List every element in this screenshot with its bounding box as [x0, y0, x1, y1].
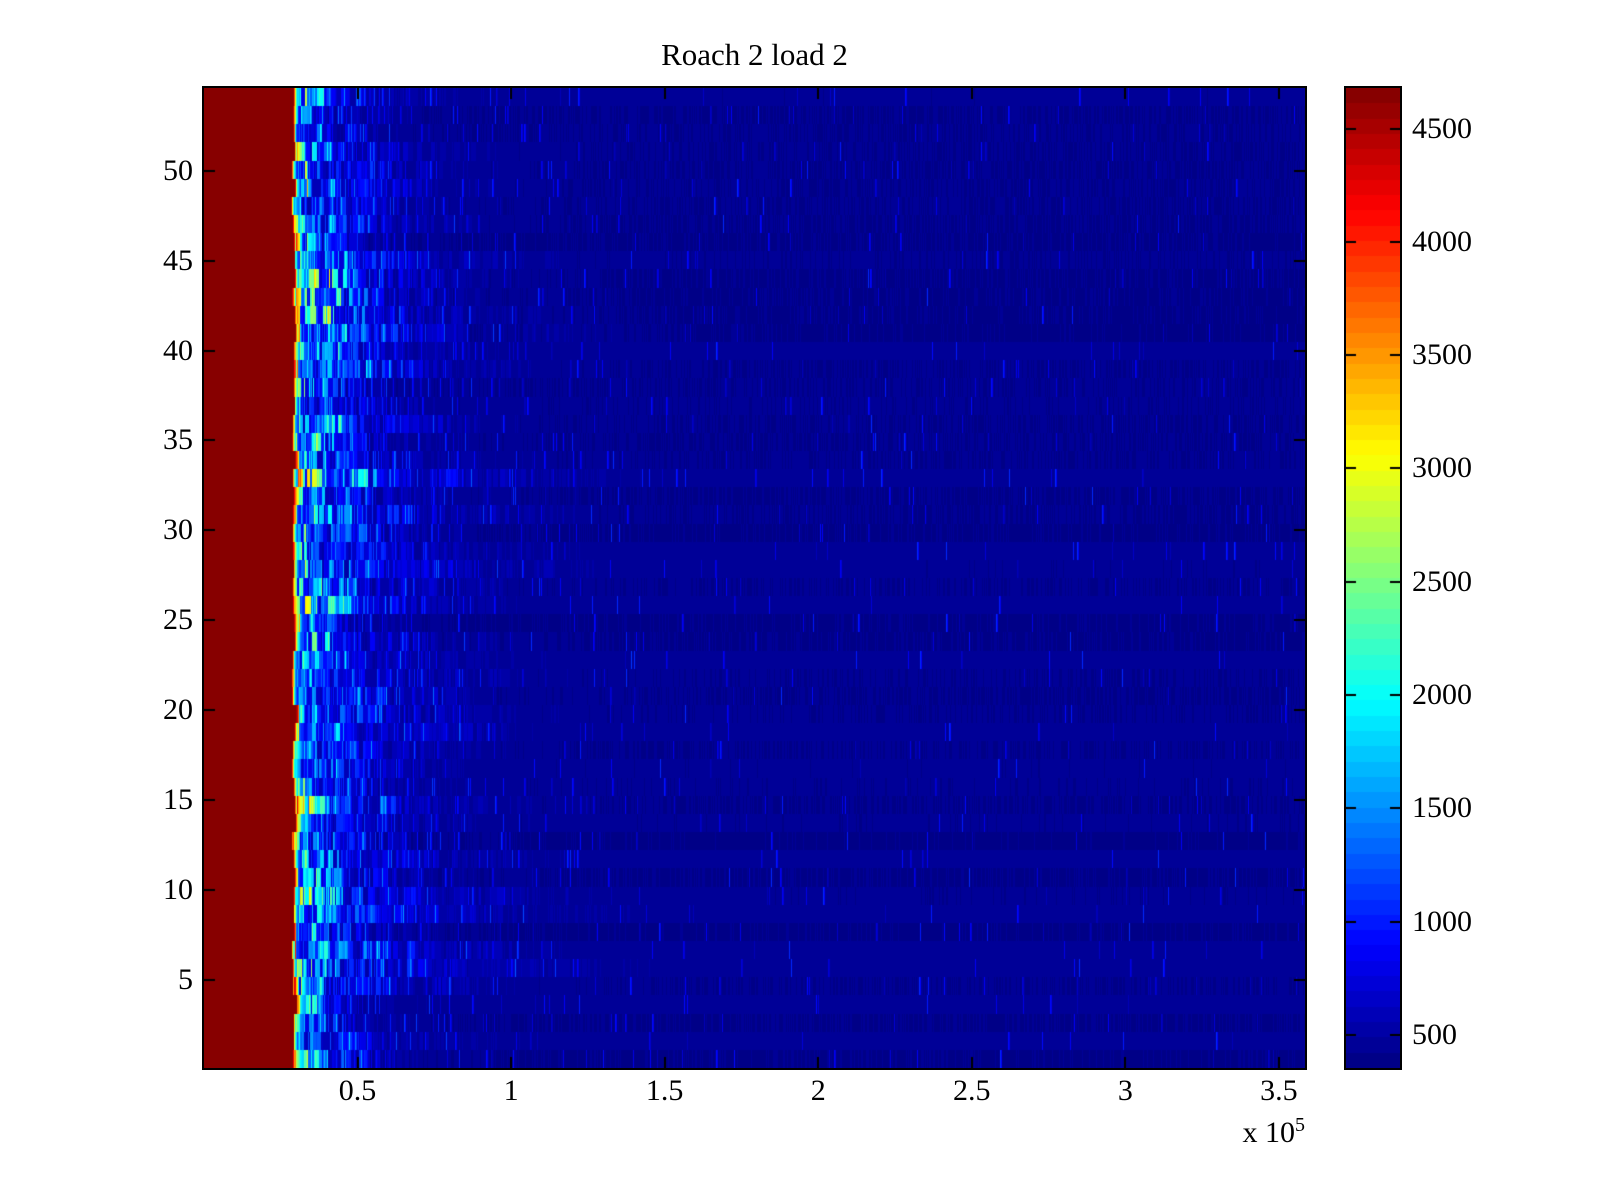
colorbar-tick-label: 2000	[1412, 678, 1472, 712]
y-tick-label: 5	[178, 962, 193, 996]
x-tick-label: 1.5	[645, 1074, 684, 1107]
y-tick-label: 40	[163, 333, 193, 367]
heatmap-plot-area	[202, 86, 1307, 1070]
y-tick-label: 35	[163, 423, 193, 457]
heatmap-canvas	[204, 88, 1305, 1068]
x-tick-label: 1	[503, 1074, 519, 1107]
y-tick-label: 25	[163, 603, 193, 637]
x-tick-label: 3	[1117, 1074, 1133, 1107]
x-axis-scale-label: x 105	[1243, 1108, 1306, 1150]
colorbar-canvas	[1346, 88, 1400, 1068]
colorbar-tick-label: 3500	[1412, 338, 1472, 372]
y-tick-label: 10	[163, 872, 193, 906]
colorbar-tick-label: 1500	[1412, 791, 1472, 825]
colorbar-tick-label: 1000	[1412, 904, 1472, 938]
chart-title: Roach 2 load 2	[661, 37, 848, 72]
colorbar	[1344, 86, 1402, 1070]
x-tick-label: 3.5	[1260, 1074, 1298, 1107]
colorbar-tick-label: 2500	[1412, 564, 1472, 598]
y-tick-label: 50	[163, 153, 193, 187]
y-tick-label: 20	[163, 693, 193, 727]
y-tick-label: 15	[163, 783, 193, 817]
x-tick-label: 2	[810, 1074, 826, 1107]
colorbar-tick-label: 4500	[1412, 111, 1472, 145]
x-tick-label: 0.5	[338, 1074, 377, 1107]
x-axis-scale-exponent: 5	[1295, 1114, 1305, 1136]
colorbar-tick-label: 500	[1412, 1017, 1457, 1051]
x-tick-label: 2.5	[953, 1074, 991, 1107]
x-axis-scale-prefix: x 10	[1242, 1116, 1296, 1149]
colorbar-tick-label: 3000	[1412, 451, 1472, 485]
y-tick-label: 30	[163, 513, 193, 547]
y-tick-label: 45	[163, 243, 193, 277]
colorbar-tick-label: 4000	[1412, 224, 1472, 258]
